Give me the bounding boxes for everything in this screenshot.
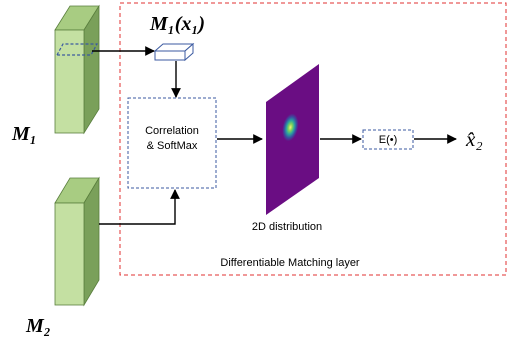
output-label: x̂₂ bbox=[465, 127, 483, 151]
m1-label: M₁ bbox=[11, 123, 37, 145]
expectation-label: E(•) bbox=[379, 134, 398, 146]
m2-feature-map bbox=[54, 176, 100, 307]
correlation-label-line1: Correlation bbox=[145, 125, 199, 137]
correlation-softmax-box bbox=[127, 97, 217, 189]
m2-label: M₂ bbox=[25, 315, 51, 337]
distribution-heatmap bbox=[266, 64, 319, 215]
distribution-label: 2D distribution bbox=[252, 221, 322, 233]
feature-vector-box bbox=[153, 42, 195, 62]
correlation-label: Correlation & SoftMax bbox=[128, 124, 216, 154]
matching-layer-border bbox=[119, 2, 507, 276]
m1-feature-map bbox=[54, 4, 100, 135]
arrow-m2-to-correlation bbox=[99, 189, 180, 225]
m1-xi-label: M₁(x₁) bbox=[149, 13, 205, 35]
correlation-label-line2: & SoftMax bbox=[146, 140, 198, 152]
expectation-box bbox=[362, 129, 414, 150]
matching-layer-label: Differentiable Matching layer bbox=[220, 257, 360, 269]
